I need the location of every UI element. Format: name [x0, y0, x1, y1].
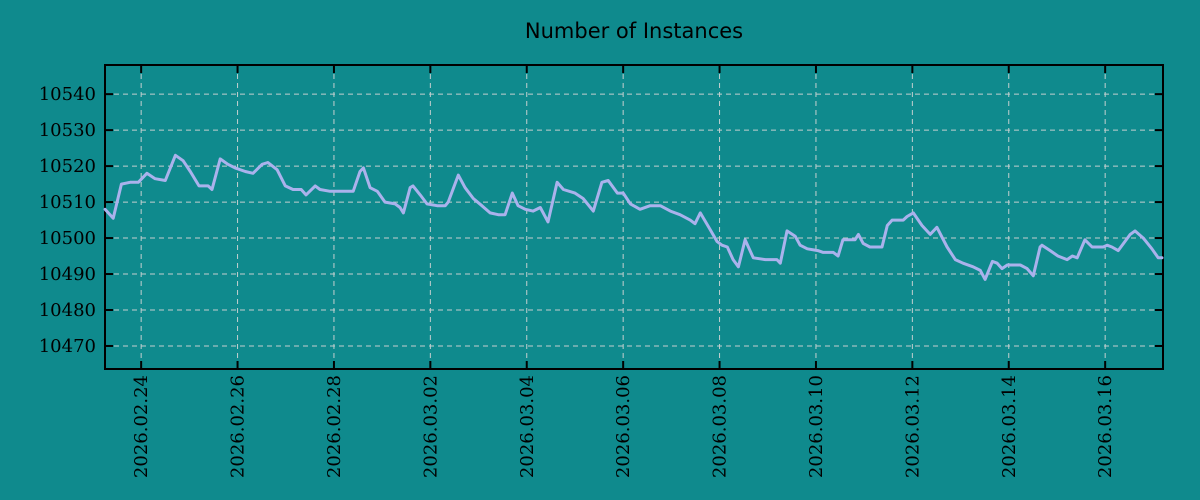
x-tick-label: 2026.03.08	[710, 375, 731, 478]
y-tick-label: 10540	[39, 84, 96, 105]
x-tick-label: 2026.03.06	[613, 375, 634, 478]
x-tick-label: 2026.03.16	[1095, 375, 1116, 478]
data-line-instances	[103, 153, 1164, 281]
y-tick-label: 10470	[39, 336, 96, 357]
y-tick-label: 10480	[39, 300, 96, 321]
y-tick-label: 10490	[39, 264, 96, 285]
x-tick-label: 2026.02.24	[131, 375, 152, 478]
plot-border	[104, 64, 1164, 370]
x-tick-label: 2026.03.04	[517, 375, 538, 478]
chart-title: Number of Instances	[525, 19, 743, 43]
y-tick-label: 10500	[39, 228, 96, 249]
x-tick-label: 2026.03.02	[420, 375, 441, 478]
x-tick-label: 2026.03.10	[806, 375, 827, 478]
y-tick-label: 10520	[39, 156, 96, 177]
y-tick-label: 10510	[39, 192, 96, 213]
x-tick-label: 2026.02.26	[228, 375, 249, 478]
x-tick-label: 2026.03.14	[999, 375, 1020, 478]
x-tick-label: 2026.03.12	[902, 375, 923, 478]
x-tick-label: 2026.02.28	[324, 375, 345, 478]
y-tick-label: 10530	[39, 120, 96, 141]
